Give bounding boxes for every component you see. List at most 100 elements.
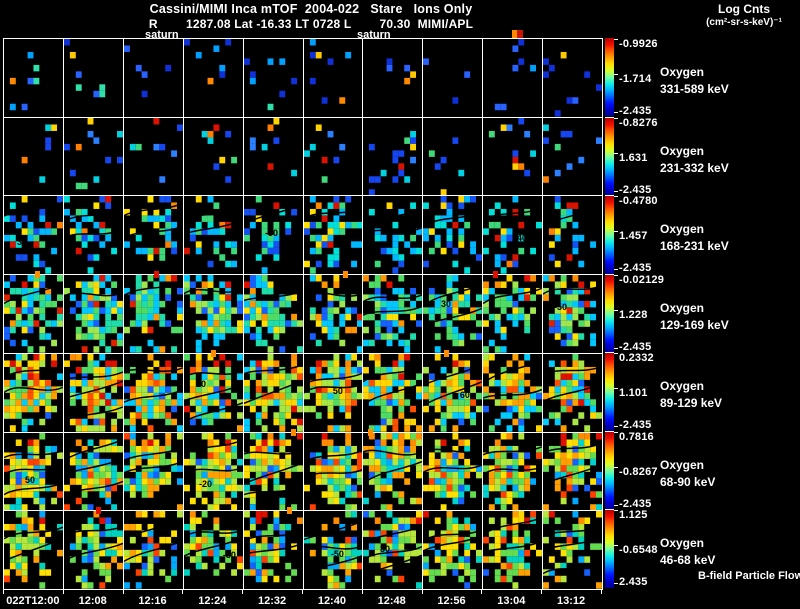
panel-r4c5	[243, 275, 303, 353]
colorbar-tick	[614, 583, 618, 585]
panel-image: -50	[303, 511, 363, 589]
time-axis-tick	[62, 589, 64, 594]
svg-text:60: 60	[460, 390, 470, 400]
scale-top-label: -0.02129	[619, 273, 665, 286]
panel-r2c5	[243, 117, 303, 196]
panel-r3c9: 40	[483, 196, 543, 275]
time-label: 12:16	[138, 595, 167, 607]
scale-bottom-label: -2.435	[619, 419, 652, 432]
panel-r7c10	[543, 511, 602, 589]
panel-r3c6	[303, 196, 363, 275]
energy-range-label: 68-90 keV	[660, 474, 716, 489]
panel-r5c4: 20	[183, 349, 243, 432]
energy-band-label: Oxygen 68-90 keV	[660, 457, 715, 491]
scale-bottom-label: -2.435	[619, 183, 652, 196]
scale-top-label: -0.8276	[619, 116, 658, 129]
panel-r6c4: -20	[183, 432, 243, 511]
panel-image: 30	[543, 196, 602, 268]
scale-mid-label: 1.457	[619, 230, 648, 243]
time-axis-tick	[3, 589, 4, 594]
panel-image	[183, 275, 243, 353]
panel-r5c2	[63, 353, 123, 432]
border-data-mark	[368, 428, 374, 436]
time-label: 12:24	[198, 595, 227, 607]
panel-r1c8	[423, 39, 483, 117]
panel-r7c4: -30	[183, 511, 243, 589]
legend-title: Log Cnts	[718, 2, 770, 16]
panel-r3c8	[423, 196, 483, 275]
colorbar-tick	[614, 347, 618, 349]
energy-band-label: Oxygen 231-332 keV	[660, 143, 729, 177]
panel-r4c10: -50	[543, 275, 602, 353]
svg-text:40: 40	[517, 233, 527, 243]
panel-r5c8: 60	[423, 349, 483, 432]
panel-r1c1	[4, 39, 63, 117]
panel-r1c7	[363, 39, 423, 117]
time-label: 12:32	[258, 595, 287, 607]
time-label: 12:40	[317, 595, 346, 607]
scale-mid-label: -0.8267	[619, 465, 658, 478]
time-axis-tick	[242, 589, 244, 594]
panel-r4c8: 30	[423, 275, 483, 353]
panel-r1c5	[243, 39, 303, 117]
panel-r4c9	[483, 271, 543, 353]
time-label: 12:08	[78, 595, 107, 607]
panel-image	[423, 511, 483, 589]
panel-image: 30	[423, 275, 483, 353]
energy-range-label: 168-231 keV	[660, 239, 729, 254]
panel-image	[243, 275, 303, 353]
panel-image	[63, 353, 123, 432]
colorbar-row1	[605, 38, 614, 117]
species-label: Oxygen	[660, 457, 705, 472]
svg-text:30: 30	[141, 225, 151, 235]
scale-top-label: 0.2332	[619, 352, 654, 365]
panel-image: 60	[423, 353, 483, 432]
svg-text:50: 50	[332, 386, 342, 396]
panel-r6c9	[483, 432, 543, 511]
page-title: Cassini/MIMI Inca mTOF 2004-022 Stare Io…	[149, 2, 473, 16]
colorbar-tick	[614, 231, 618, 233]
energy-range-label: 331-589 keV	[660, 82, 729, 96]
colorbar-tick	[614, 426, 618, 428]
svg-text:-50: -50	[554, 302, 567, 312]
scale-top-label: -0.9926	[619, 38, 658, 50]
time-axis-tick	[481, 589, 483, 594]
scale-bottom-label: -2.435	[619, 497, 652, 510]
border-data-mark	[286, 507, 292, 515]
panel-image	[303, 196, 363, 275]
time-label: 13:04	[497, 595, 526, 607]
saturn-marker: saturn	[145, 29, 179, 41]
ephemeris-line: R 1287.08 Lat -16.33 LT 0728 L 70.30 MIM…	[148, 17, 474, 31]
scale-mid-label: -0.6548	[619, 544, 658, 557]
scale-bottom-label: -2.435	[619, 340, 652, 353]
panel-image	[4, 275, 63, 353]
time-label: 12:56	[437, 595, 466, 607]
panel-image	[429, 137, 465, 196]
svg-text:30: 30	[579, 209, 589, 219]
panel-image	[363, 353, 423, 432]
panel-image	[489, 117, 537, 176]
colorbar-tick	[614, 74, 618, 75]
scale-top-label: 1.125	[619, 509, 648, 522]
colorbar-tick	[614, 466, 618, 468]
panel-image: -30	[183, 511, 243, 577]
panel-image	[243, 432, 303, 511]
panel-image	[123, 511, 183, 589]
panel-image	[483, 432, 543, 511]
svg-text:-50: -50	[330, 549, 343, 559]
species-label: Oxygen	[660, 300, 705, 315]
energy-range-label: 89-129 keV	[660, 396, 723, 411]
panel-r2c3	[123, 117, 183, 196]
panel-image	[363, 202, 423, 275]
energy-band-label: Oxygen 331-589 keV	[660, 64, 729, 98]
panel-image	[369, 130, 417, 196]
panel-image	[423, 432, 483, 511]
panel-image: 20	[183, 353, 243, 432]
border-data-mark	[291, 428, 297, 436]
species-label: Oxygen	[660, 65, 705, 79]
colorbar-tick	[614, 545, 618, 547]
panel-r3c4	[183, 196, 243, 275]
panel-r3c1: 30	[4, 196, 63, 275]
panel-image	[363, 275, 423, 353]
panel-image	[363, 432, 423, 511]
